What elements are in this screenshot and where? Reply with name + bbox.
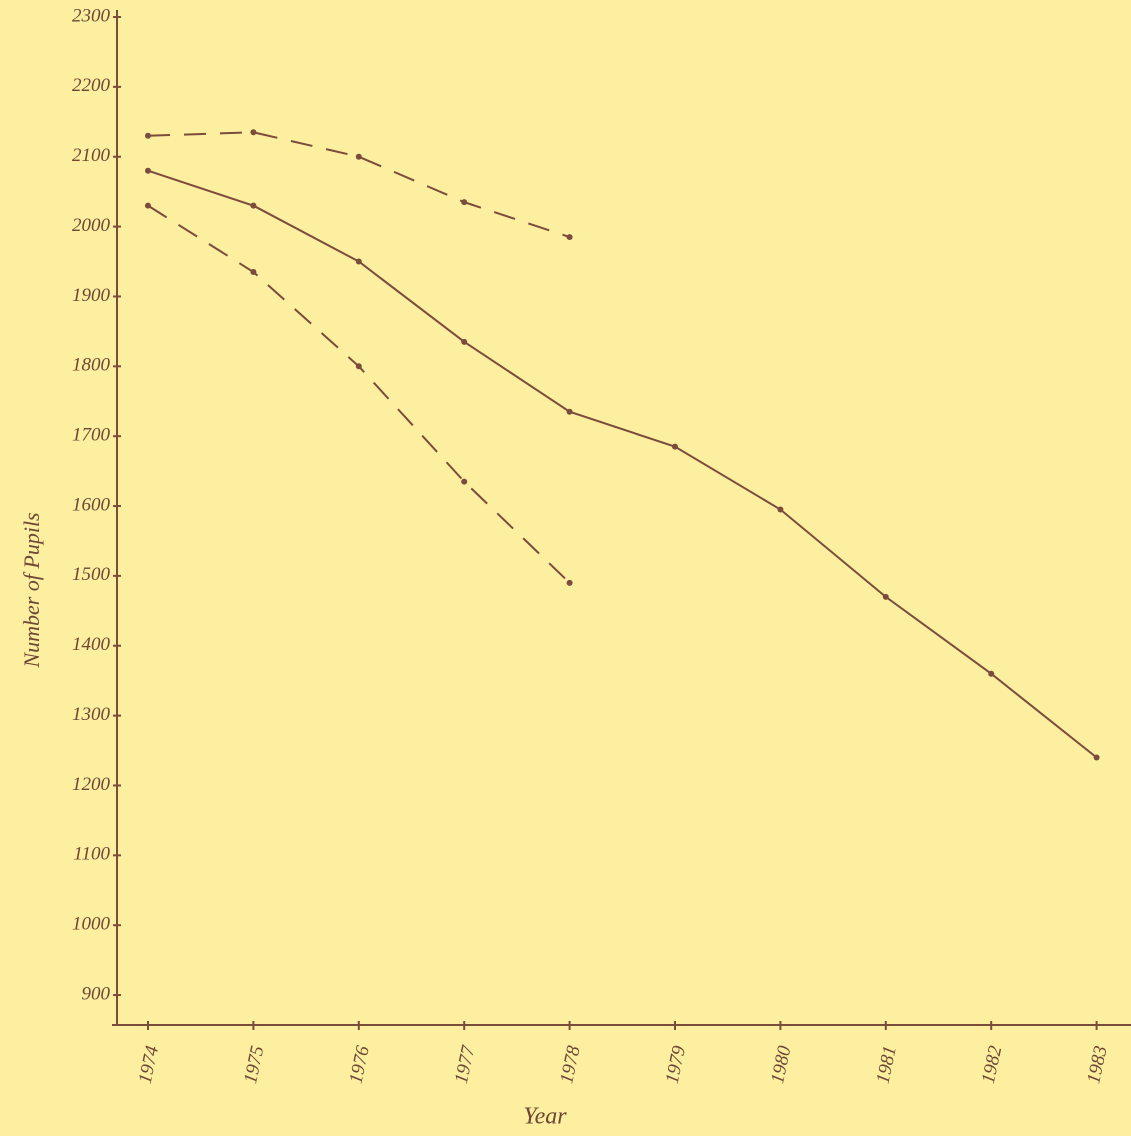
y-axis-label: Number of Pupils: [19, 512, 44, 668]
point: [356, 259, 362, 265]
point: [883, 594, 889, 600]
chart: Number of Pupils Year 900 1000 1100 1200 130…: [0, 0, 1131, 1136]
point: [250, 129, 256, 135]
point: [672, 444, 678, 450]
y-tick-label: 2200: [72, 75, 111, 96]
y-tick-label: 1600: [72, 494, 111, 515]
point: [567, 580, 573, 586]
point: [777, 507, 783, 513]
background: [0, 0, 1131, 1136]
point: [145, 203, 151, 209]
y-tick-label: 1400: [72, 634, 111, 655]
y-tick-label: 1700: [72, 425, 111, 446]
y-tick-label: 1300: [72, 704, 111, 725]
y-tick-label: 1800: [72, 355, 111, 376]
point: [461, 339, 467, 345]
point: [988, 671, 994, 677]
point: [250, 269, 256, 275]
point: [461, 199, 467, 205]
point: [1094, 755, 1100, 761]
point: [356, 154, 362, 160]
y-tick-label: 2000: [72, 215, 111, 236]
y-tick-label: 2100: [72, 145, 111, 166]
point: [145, 133, 151, 139]
point: [356, 363, 362, 369]
point: [250, 203, 256, 209]
y-tick-label: 900: [82, 983, 111, 1004]
x-axis-label: Year: [523, 1104, 567, 1130]
point: [567, 409, 573, 415]
y-tick-label: 1000: [72, 914, 111, 935]
point: [461, 479, 467, 485]
point: [145, 168, 151, 174]
point: [567, 234, 573, 240]
y-tick-label: 1900: [72, 285, 111, 306]
y-tick-label: 1500: [72, 564, 111, 585]
y-tick-label: 1200: [72, 774, 111, 795]
y-tick-label: 1100: [73, 844, 110, 865]
y-tick-label: 2300: [72, 5, 111, 26]
